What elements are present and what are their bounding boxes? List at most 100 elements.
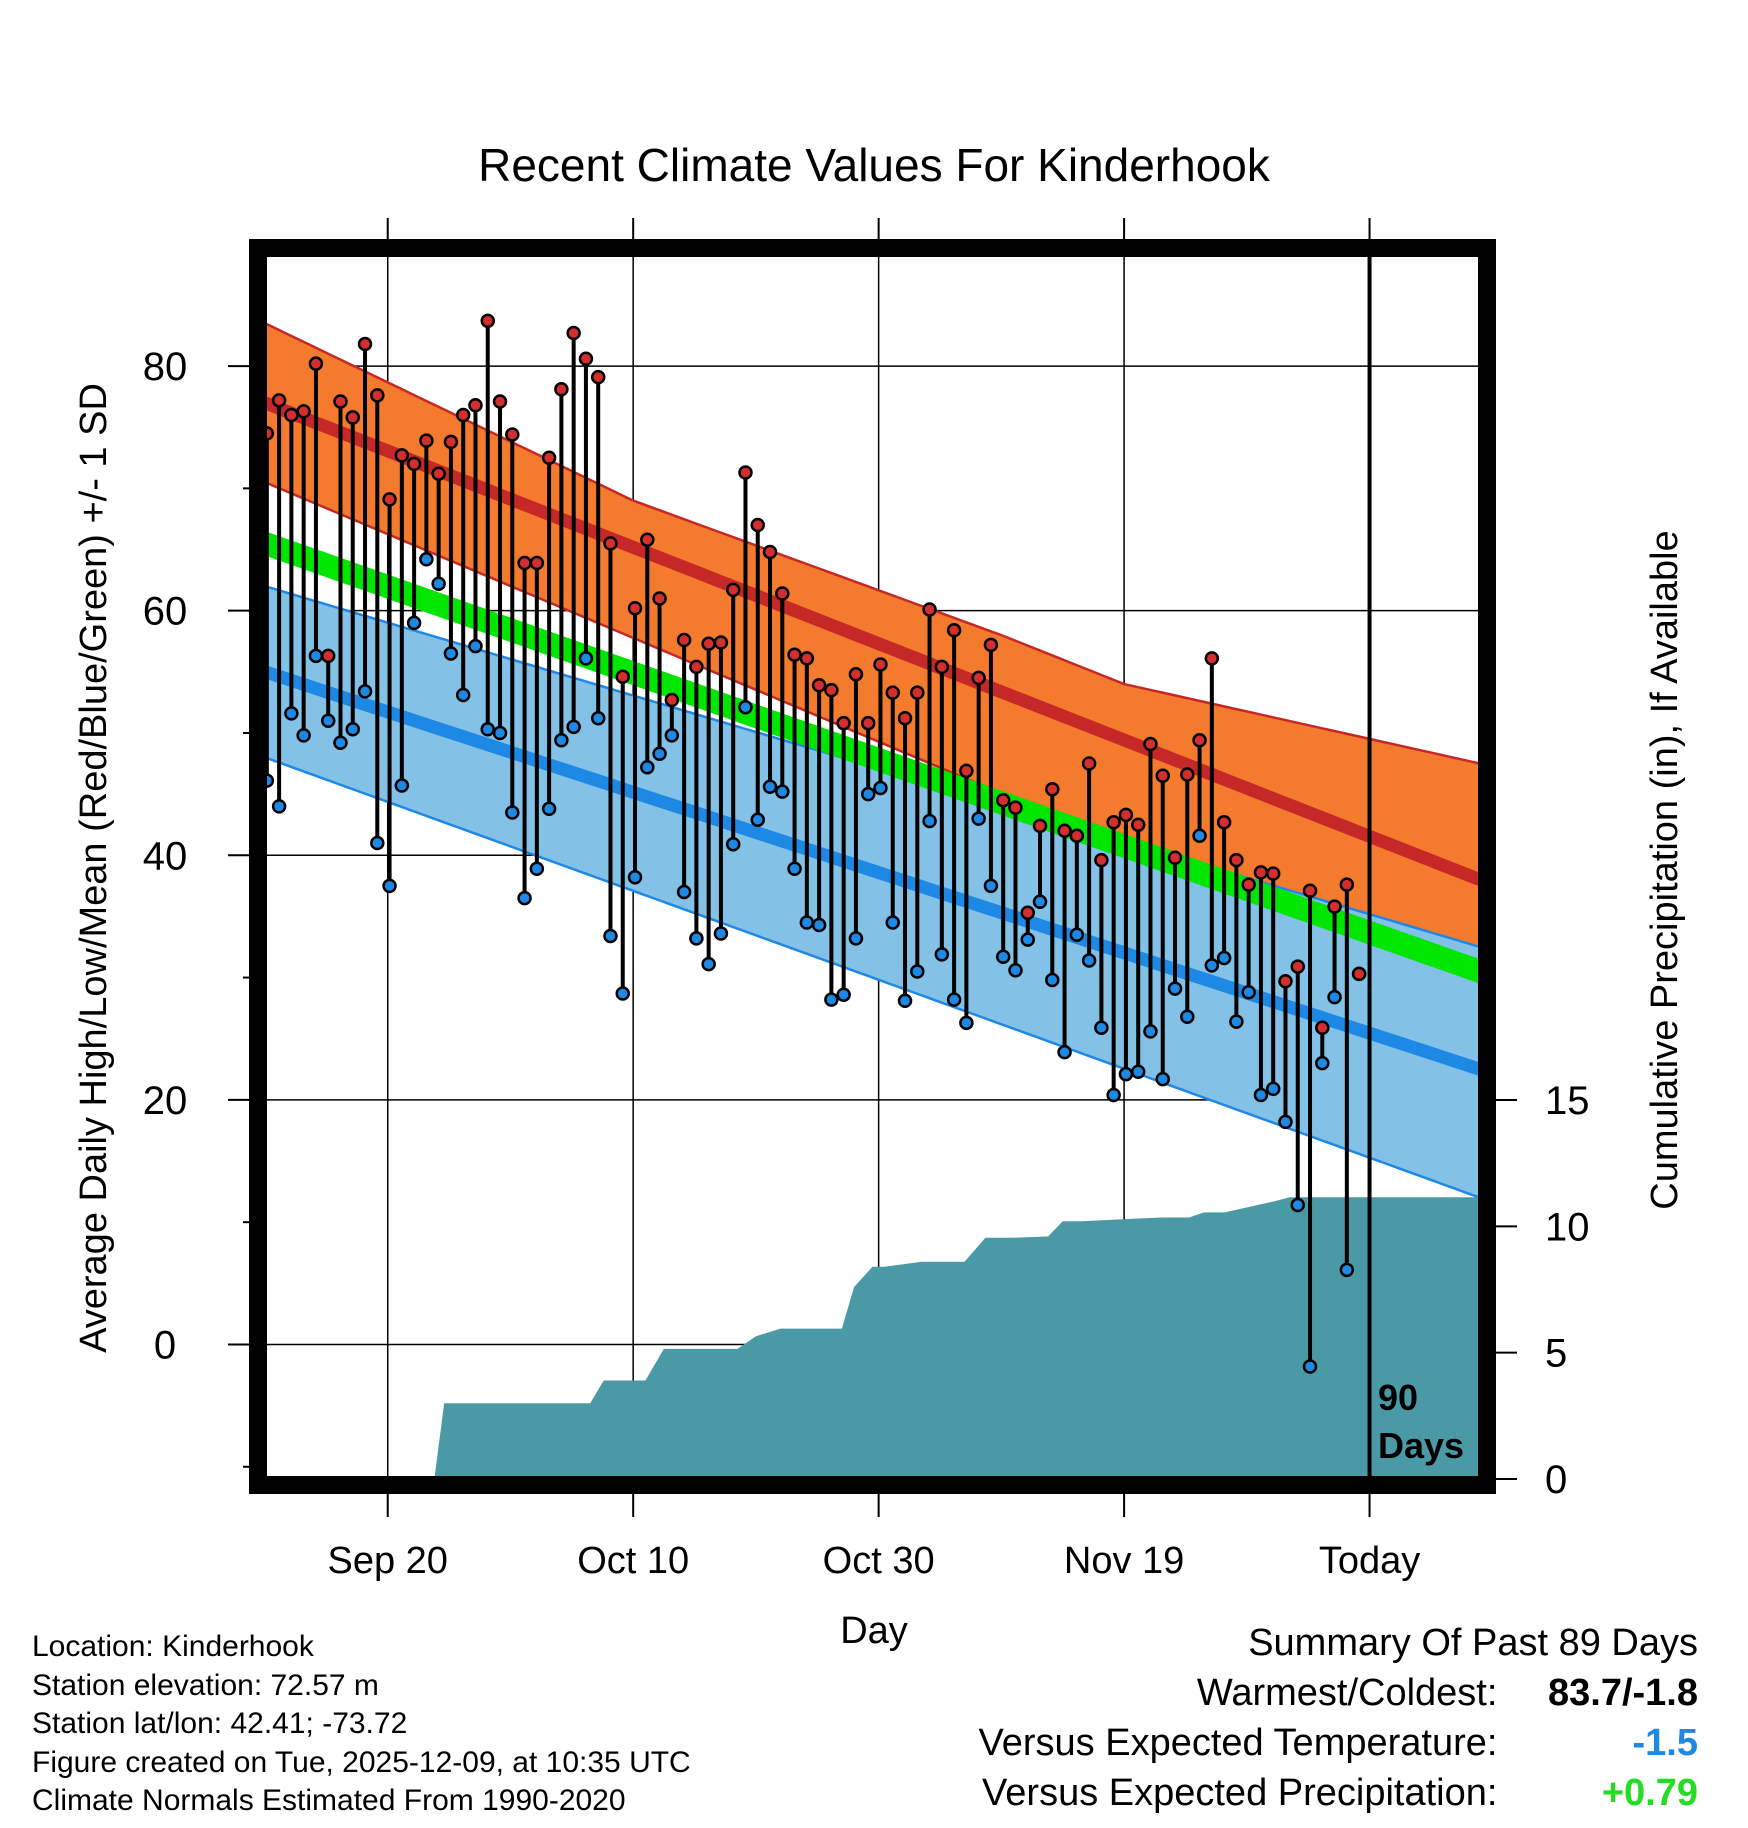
obs-low-point [1045, 972, 1060, 988]
obs-low-point [578, 651, 594, 666]
obs-low-point [824, 992, 839, 1007]
obs-low-point [431, 576, 446, 592]
obs-low-point [320, 713, 336, 728]
obs-high-point [431, 466, 446, 481]
axes: 0 20 40 60 80 0 5 10 15 Sep 20 Oct 10 Oct 30 Nov 19 T… [143, 218, 1590, 1582]
obs-low-point [848, 931, 864, 946]
chart-title: Recent Climate Values For Kinderhook [478, 139, 1271, 191]
obs-high-point [333, 394, 348, 409]
obs-high-point [787, 647, 802, 662]
info-normals: Climate Normals Estimated From 1990-2020 [32, 1784, 626, 1817]
obs-low-point [1069, 927, 1085, 943]
x-tick-label: Oct 10 [577, 1540, 689, 1582]
obs-low-point [1008, 962, 1023, 978]
obs-low-point [1302, 1359, 1318, 1374]
obs-high-point [676, 632, 692, 648]
obs-low-point [1339, 1262, 1355, 1278]
obs-high-point [1216, 814, 1232, 830]
obs-low-point [799, 915, 815, 930]
obs-high-point [443, 434, 459, 450]
obs-low-point [443, 646, 459, 661]
obs-low-point [394, 778, 410, 793]
obs-high-point [1265, 866, 1281, 881]
obs-low-point [995, 949, 1011, 965]
obs-high-point [934, 659, 950, 675]
obs-high-point [455, 407, 471, 423]
obs-high-point [701, 636, 716, 651]
obs-low-point [271, 799, 287, 814]
summary-temp-row: Versus Expected Temperature: -1.5 [979, 1718, 1698, 1768]
info-latlon: Station lat/lon: 42.41; -73.72 [32, 1707, 408, 1740]
obs-high-point [1032, 818, 1048, 834]
obs-low-point [370, 835, 385, 851]
obs-high-point [959, 763, 974, 779]
summary-warm-cold-value: 83.7/-1.8 [1548, 1672, 1698, 1714]
obs-high-point [1302, 883, 1318, 898]
obs-low-point [296, 728, 311, 743]
obs-high-point [627, 600, 643, 616]
y-left-tick-label: 0 [154, 1323, 176, 1367]
obs-high-point [1339, 877, 1355, 892]
obs-high-point [578, 351, 594, 366]
obs-low-point [971, 811, 986, 826]
obs-high-point [284, 407, 299, 423]
obs-low-point [983, 878, 999, 894]
normal-low-mean-line [265, 665, 1480, 1076]
obs-low-point [885, 915, 900, 930]
summary-temp-value: -1.5 [1632, 1722, 1698, 1764]
obs-high-point [910, 685, 925, 700]
obs-high-point [922, 602, 937, 617]
obs-high-point [615, 669, 630, 684]
obs-low-point [910, 964, 925, 979]
obs-high-point [603, 536, 618, 551]
obs-high-point [713, 635, 729, 650]
obs-low-point [664, 728, 680, 743]
obs-low-point [615, 986, 630, 1001]
y-right-tick-label: 5 [1545, 1332, 1567, 1376]
normal-low-lower-edge [265, 756, 1480, 1199]
obs-low-point [517, 890, 532, 906]
x-tick-label: Sep 20 [328, 1540, 448, 1582]
obs-high-point [492, 394, 508, 409]
obs-high-point [320, 648, 336, 664]
obs-low-point [566, 719, 581, 735]
summary-precip-row: Versus Expected Precipitation: +0.79 [979, 1768, 1698, 1818]
obs-high-point [1192, 733, 1207, 748]
obs-low-point [811, 917, 827, 933]
obs-low-point [455, 687, 471, 703]
obs-low-point [946, 992, 962, 1007]
obs-high-point [885, 685, 900, 700]
obs-high-point [1143, 736, 1158, 752]
obs-high-point [652, 591, 667, 606]
today-label-days-word: Days [1378, 1425, 1464, 1466]
summary-precip-value: +0.79 [1601, 1772, 1698, 1814]
obs-high-point [1069, 828, 1085, 843]
obs-high-point [345, 410, 360, 425]
obs-high-point [725, 582, 741, 598]
obs-low-point [762, 779, 778, 795]
obs-low-point [1081, 953, 1097, 968]
obs-low-point [603, 928, 618, 944]
obs-high-point [775, 586, 790, 601]
obs-high-point [529, 555, 545, 571]
normal-high-band [265, 323, 1480, 996]
normal-high-mean-line [265, 396, 1480, 886]
obs-high-point [1130, 817, 1146, 832]
obs-low-point [590, 711, 606, 726]
obs-low-point [468, 638, 483, 654]
obs-high-point [640, 532, 655, 547]
obs-high-point [1229, 852, 1244, 868]
obs-high-point [971, 670, 986, 686]
obs-low-point [934, 947, 950, 962]
obs-high-point [370, 388, 385, 403]
obs-low-point [1315, 1055, 1330, 1071]
obs-high-point [762, 544, 778, 560]
obs-high-point [811, 678, 827, 693]
obs-high-point [308, 356, 324, 371]
obs-high-point [1155, 768, 1170, 784]
obs-high-point [590, 369, 606, 385]
obs-high-point [1081, 756, 1097, 771]
station-info: Location: Kinderhook Station elevation: … [32, 1628, 691, 1821]
obs-high-point [1180, 767, 1195, 782]
